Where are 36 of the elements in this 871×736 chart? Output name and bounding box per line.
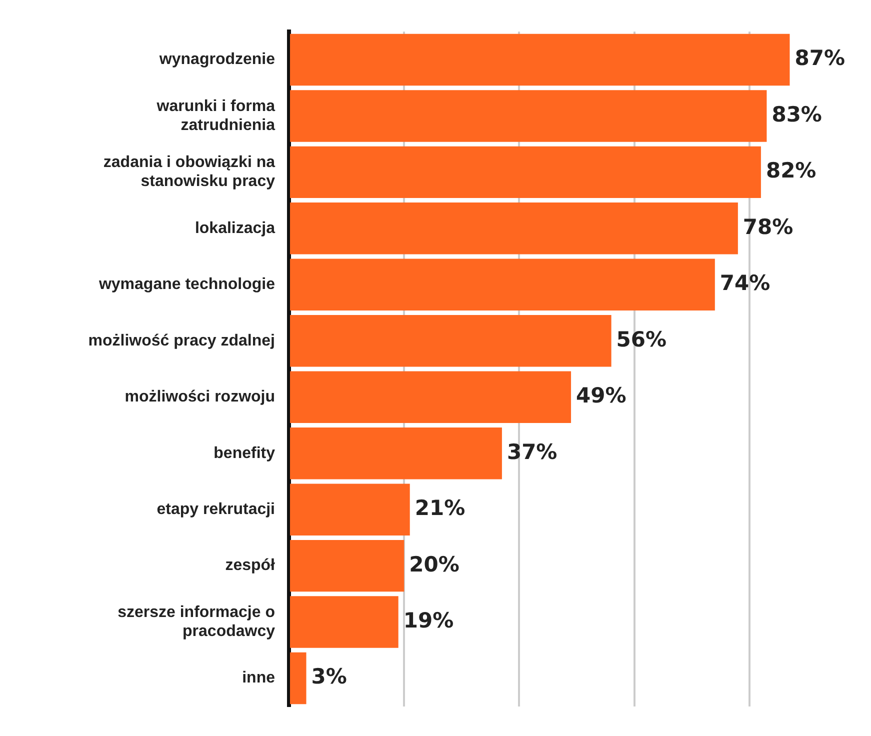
- bar: [290, 371, 572, 423]
- bar: [290, 258, 715, 311]
- bar: [290, 90, 767, 142]
- bar: [290, 652, 306, 704]
- bar: [290, 596, 398, 648]
- data-label: 56%: [616, 327, 667, 352]
- y-tick-label: szersze informacje o pracodawcy: [118, 604, 276, 640]
- y-tick-label: wynagrodzenie: [158, 51, 276, 68]
- y-tick-label: zespół: [225, 557, 276, 574]
- data-label: 78%: [742, 214, 794, 239]
- bar: [290, 484, 410, 536]
- data-label: 19%: [403, 608, 454, 633]
- data-label: 37%: [506, 440, 558, 464]
- bar: [290, 202, 738, 254]
- y-tick-label: zadania i obowiązki na stanowisku pracy: [103, 154, 276, 190]
- data-label: 49%: [576, 384, 626, 408]
- data-label: 82%: [766, 158, 816, 183]
- y-tick-label: benefity: [214, 444, 276, 462]
- y-tick-label: wymagane technologie: [98, 276, 276, 294]
- bar: [290, 146, 761, 198]
- bar: [290, 427, 502, 480]
- bar: [290, 315, 612, 367]
- y-tick-label: możliwość pracy zdalnej: [88, 332, 275, 350]
- y-tick-label: lokalizacja: [194, 220, 276, 237]
- y-tick-label: możliwości rozwoju: [124, 388, 275, 406]
- data-label: 3%: [311, 664, 347, 689]
- y-tick-label: etapy rekrutacji: [156, 500, 275, 518]
- data-label: 87%: [794, 46, 845, 70]
- bar: [290, 34, 790, 86]
- y-tick-label: inne: [242, 670, 276, 687]
- data-label: 83%: [772, 102, 822, 126]
- data-label: 21%: [414, 496, 466, 520]
- bar: [290, 540, 404, 592]
- y-tick-label: warunki i forma zatrudnienia: [156, 98, 276, 134]
- data-label: 74%: [720, 271, 770, 296]
- data-label: 20%: [409, 552, 460, 576]
